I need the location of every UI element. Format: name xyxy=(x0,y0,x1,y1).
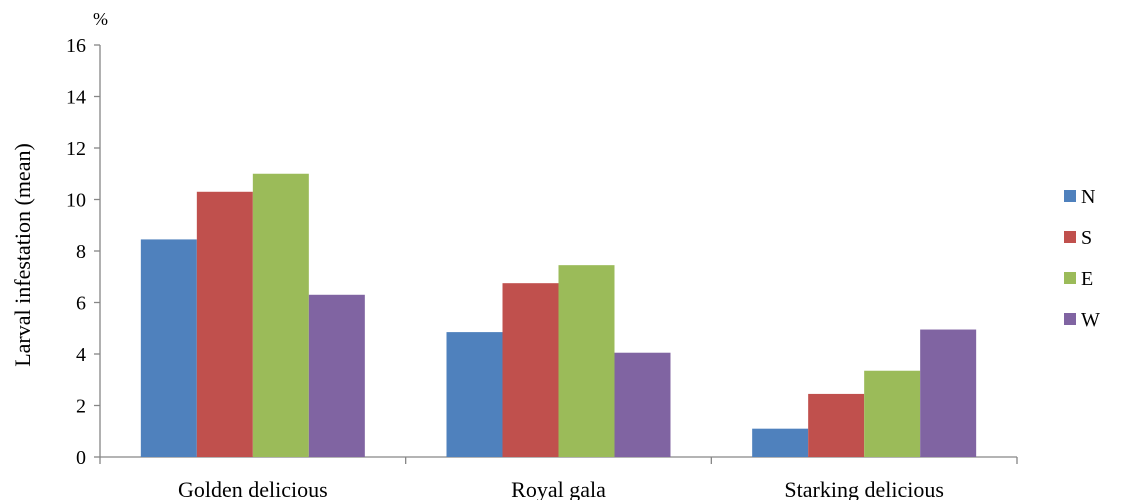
y-tick-label: 16 xyxy=(66,35,86,57)
bar-w xyxy=(308,294,365,457)
bar-n xyxy=(140,239,197,457)
legend-label-n: N xyxy=(1081,186,1095,208)
bar-e xyxy=(558,265,615,457)
y-tick-label: 8 xyxy=(76,241,86,263)
y-tick-label: 4 xyxy=(76,344,86,366)
bar-w xyxy=(614,352,671,457)
x-category-label: Starking delicious xyxy=(784,477,943,500)
legend-swatch-n xyxy=(1064,190,1076,202)
bar-n xyxy=(752,428,809,457)
y-tick-label: 14 xyxy=(66,87,86,109)
legend-swatch-s xyxy=(1064,231,1076,243)
plot-area: 0 2 4 6 8 10 12 14 16 Golden delicious Royal gala S… xyxy=(66,35,1018,500)
y-unit-label: % xyxy=(93,9,108,29)
y-tick-label: 6 xyxy=(76,293,86,315)
legend-label-e: E xyxy=(1081,268,1093,290)
y-axis-title: Larval infestation (mean) xyxy=(10,143,35,367)
y-tick-label: 2 xyxy=(76,396,86,418)
x-category-label: Golden delicious xyxy=(178,477,328,500)
legend-swatch-e xyxy=(1064,272,1076,284)
y-tick-label: 0 xyxy=(76,447,86,469)
y-tick-label: 10 xyxy=(66,190,86,212)
legend-label-s: S xyxy=(1081,227,1092,249)
legend-label-w: W xyxy=(1081,309,1100,331)
x-category-label: Royal gala xyxy=(511,477,606,500)
legend-swatch-w xyxy=(1064,313,1076,325)
bar-w xyxy=(920,329,977,457)
bar-s xyxy=(808,393,865,457)
bar-s xyxy=(502,283,559,457)
bar-e xyxy=(252,173,309,457)
bar-n xyxy=(446,332,503,457)
bar-e xyxy=(864,370,921,457)
y-tick-label: 12 xyxy=(66,138,86,160)
bar-s xyxy=(196,191,253,457)
